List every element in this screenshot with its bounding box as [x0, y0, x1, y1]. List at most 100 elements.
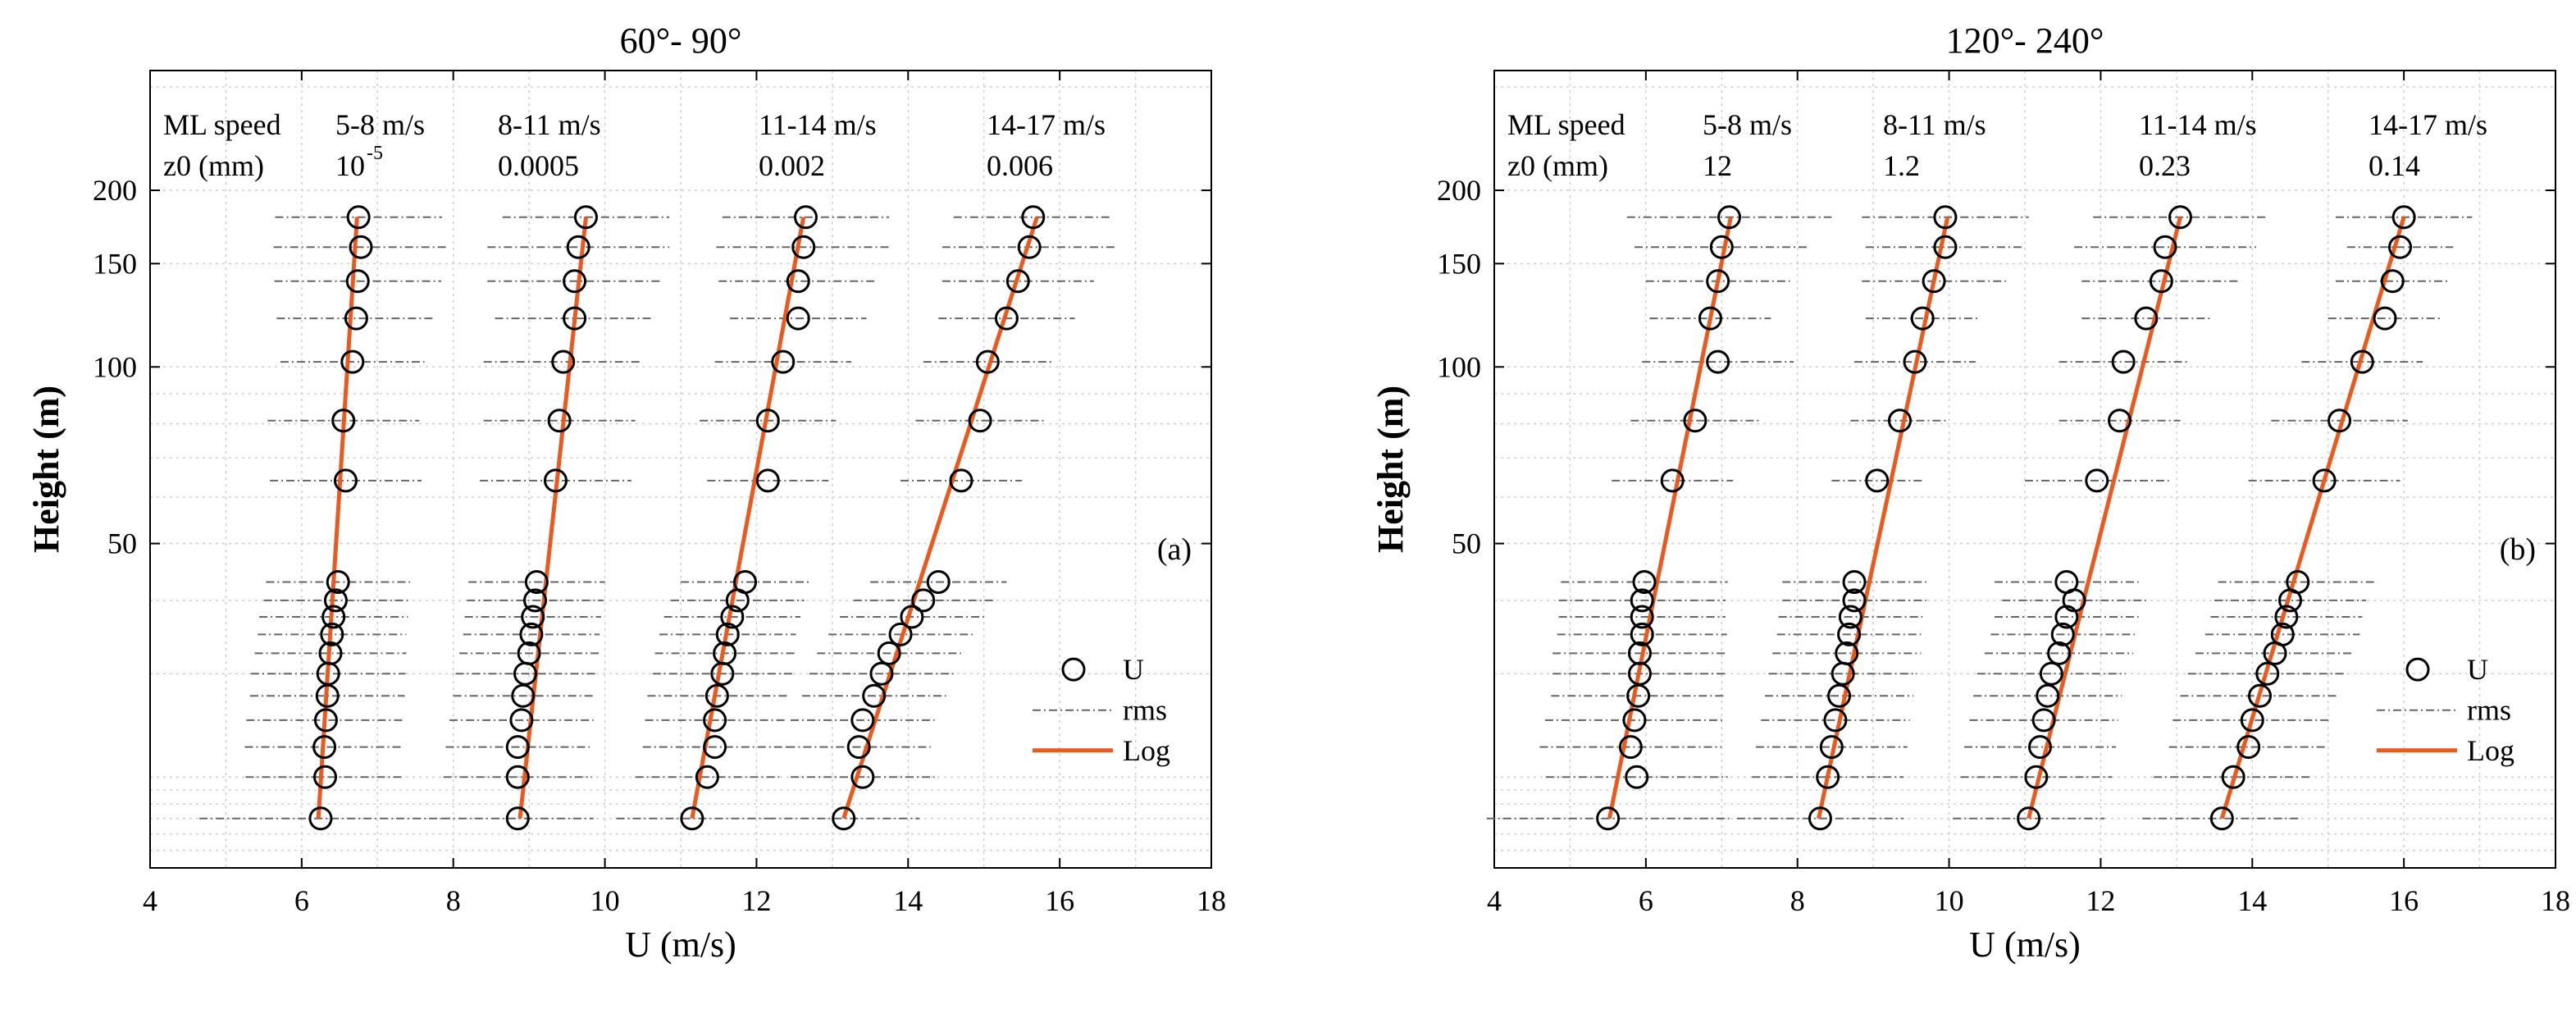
data-point [786, 306, 810, 331]
log-fit-line [690, 217, 806, 820]
data-point [949, 468, 973, 493]
data-point [1842, 569, 1867, 594]
data-point [2047, 641, 2072, 665]
y-axis-label: Height (m) [26, 386, 66, 553]
data-point [2255, 661, 2280, 686]
x-axis-label: U (m/s) [625, 925, 736, 965]
series-4 [2142, 205, 2473, 831]
data-point [710, 661, 735, 686]
data-point [2328, 409, 2352, 433]
data-point [720, 605, 745, 629]
data-point [2278, 588, 2302, 613]
data-point [2168, 205, 2192, 230]
annotation-z0-value: 0.23 [2139, 149, 2191, 182]
data-point [877, 641, 901, 665]
data-point [2209, 806, 2234, 831]
data-point [1660, 468, 1685, 493]
data-point [340, 349, 365, 374]
series-3 [1953, 205, 2268, 831]
annotation-speed-bin: 5-8 m/s [1703, 108, 1792, 141]
data-point [1706, 349, 1730, 374]
data-point [791, 235, 816, 259]
legend-marker-u [1061, 657, 1086, 682]
chart-title: 60°- 90° [620, 21, 742, 61]
annotation-speed-bin: 8-11 m/s [1883, 108, 1986, 141]
data-point [505, 806, 530, 831]
y-tick-label: 150 [1437, 247, 1481, 280]
data-point [888, 622, 913, 646]
data-point [505, 765, 530, 789]
data-point [862, 683, 887, 708]
data-point [521, 605, 545, 629]
data-point [2153, 235, 2177, 259]
data-point [523, 588, 548, 613]
data-point [2240, 708, 2264, 733]
data-point [345, 269, 370, 294]
legend-label-log: Log [1123, 734, 1170, 767]
data-point [2380, 269, 2405, 294]
data-point [1887, 409, 1912, 433]
x-axis-label: U (m/s) [1969, 925, 2081, 965]
data-point [313, 708, 338, 733]
data-point [1903, 349, 1927, 374]
y-tick-label: 50 [107, 527, 137, 560]
data-point [2312, 468, 2337, 493]
data-point [850, 765, 875, 789]
y-tick-label: 100 [93, 350, 137, 383]
data-point [1922, 269, 1946, 294]
data-point [1842, 588, 1867, 613]
data-point [704, 683, 729, 708]
data-point [1630, 605, 1654, 629]
data-point [566, 235, 590, 259]
data-point [313, 765, 338, 789]
data-point [320, 622, 344, 646]
data-point [321, 605, 346, 629]
x-tick-label: 12 [741, 884, 771, 917]
data-point [2391, 205, 2416, 230]
data-point [2350, 349, 2374, 374]
y-tick-label: 100 [1437, 350, 1481, 383]
legend-label-rms: rms [2467, 694, 2511, 727]
data-point [509, 708, 534, 733]
annotation-z0-value: 10 [335, 149, 365, 182]
data-point [1831, 661, 1855, 686]
data-point [2017, 806, 2041, 831]
data-point [505, 735, 530, 760]
data-point [1618, 735, 1643, 760]
x-tick-label: 14 [2237, 884, 2267, 917]
data-point [2027, 735, 2052, 760]
data-point [547, 409, 572, 433]
data-point [1021, 205, 1046, 230]
data-point [1005, 269, 1030, 294]
x-tick-label: 10 [1935, 884, 1964, 917]
data-point [2050, 622, 2075, 646]
x-tick-label: 12 [2086, 884, 2115, 917]
data-point [680, 806, 704, 831]
data-point [551, 349, 576, 374]
data-point [1622, 708, 1647, 733]
legend-label-u: U [1123, 653, 1144, 686]
data-point [1625, 765, 1649, 789]
series-2 [1736, 205, 2029, 831]
annotation-speed-bin: 5-8 m/s [335, 108, 425, 141]
data-point [2024, 765, 2049, 789]
data-point [2149, 269, 2173, 294]
data-point [1838, 605, 1862, 629]
data-point [1017, 235, 1042, 259]
data-point [2108, 409, 2132, 433]
data-point [1816, 765, 1840, 789]
data-point [573, 205, 598, 230]
x-tick-label: 16 [1045, 884, 1074, 917]
data-point [900, 605, 924, 629]
data-point [869, 661, 894, 686]
log-fit-line [316, 217, 359, 819]
data-point [326, 569, 350, 594]
annotation-z0-value: 0.002 [759, 149, 825, 182]
data-point [1706, 269, 1730, 294]
data-point [725, 588, 750, 613]
data-point [2221, 765, 2245, 789]
data-point [786, 269, 810, 294]
annotation-z0-value: 12 [1703, 149, 1732, 182]
series-3 [616, 205, 891, 831]
